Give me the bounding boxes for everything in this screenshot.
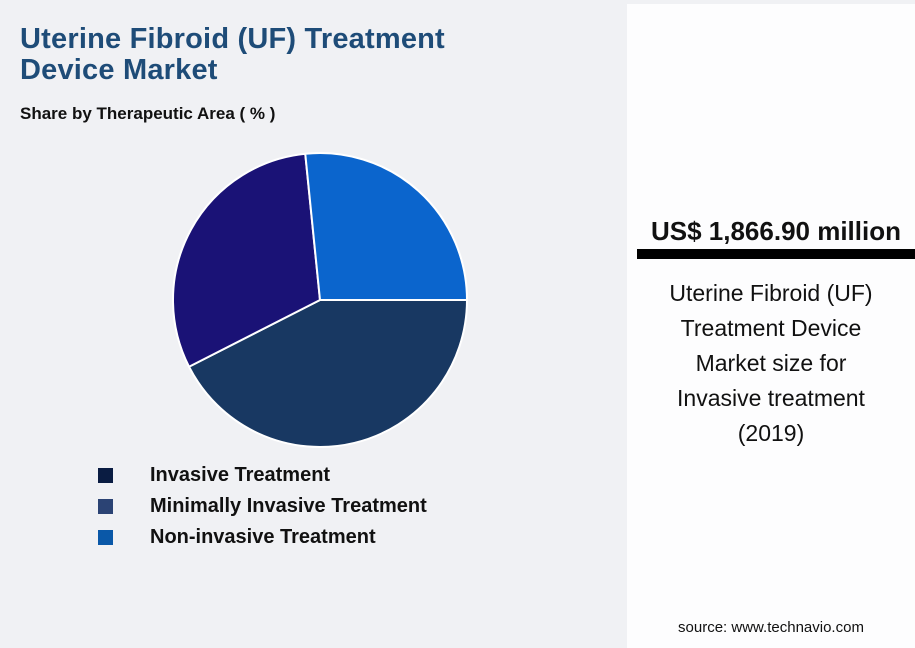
- legend-swatch-invasive: [98, 468, 113, 483]
- chart-subtitle: Share by Therapeutic Area ( % ): [20, 104, 276, 123]
- divider-bar: [637, 249, 915, 259]
- legend-label: Non-invasive Treatment: [150, 526, 376, 548]
- legend-label: Invasive Treatment: [150, 464, 331, 486]
- page-title-line2: Device Market: [20, 54, 218, 86]
- side-panel: US$ 1,866.90 million Uterine Fibroid (UF…: [627, 4, 915, 648]
- page-title: Uterine Fibroid (UF) Treatment Device Ma…: [20, 24, 445, 86]
- page-title-line1: Uterine Fibroid (UF) Treatment: [20, 23, 445, 55]
- market-size-description: Uterine Fibroid (UF) Treatment Device Ma…: [669, 280, 873, 446]
- pie-slice-2: [304, 152, 468, 301]
- pie-slice-0: [188, 299, 468, 449]
- chart-legend: Invasive Treatment Minimally Invasive Tr…: [98, 460, 427, 553]
- pie-chart-svg: [171, 152, 468, 449]
- pie-chart: [170, 150, 470, 450]
- source-note: source: www.technavio.com: [678, 619, 864, 636]
- legend-item-non-invasive: Non-invasive Treatment: [98, 522, 427, 553]
- pie-slice-1: [171, 152, 321, 368]
- legend-item-minimally-invasive: Minimally Invasive Treatment: [98, 491, 427, 522]
- legend-label: Minimally Invasive Treatment: [150, 495, 427, 517]
- market-size-value: US$ 1,866.90 million: [650, 216, 901, 246]
- legend-item-invasive: Invasive Treatment: [98, 460, 427, 491]
- legend-swatch-minimally-invasive: [98, 499, 113, 514]
- legend-swatch-non-invasive: [98, 530, 113, 545]
